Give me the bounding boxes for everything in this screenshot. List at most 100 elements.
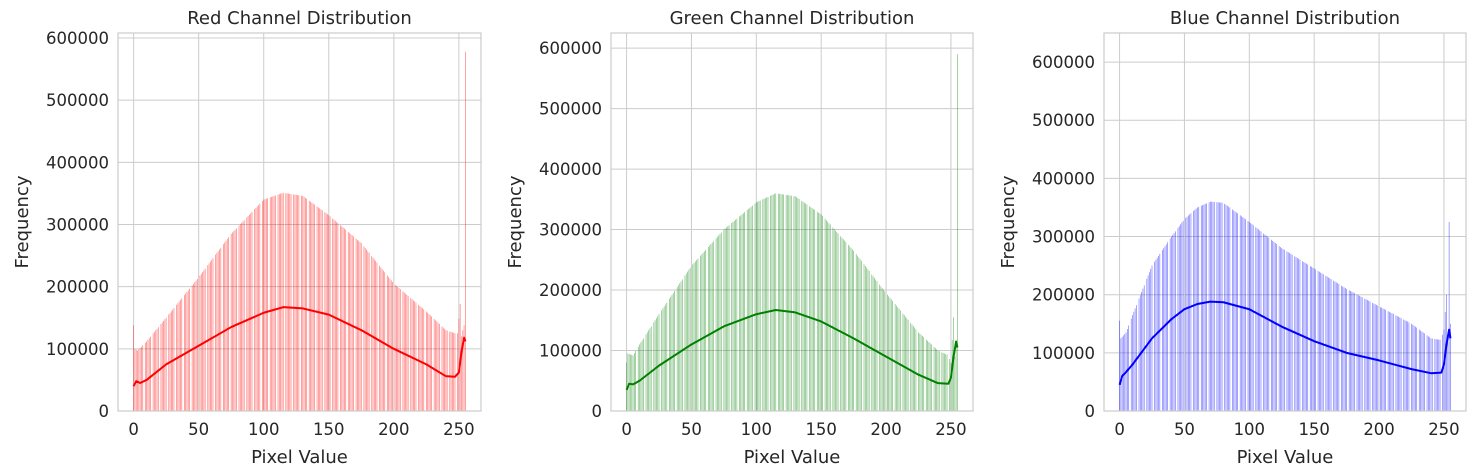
histogram-bar xyxy=(841,237,843,411)
histogram-bar xyxy=(195,280,197,411)
histogram-bar xyxy=(141,346,142,411)
histogram-bar xyxy=(855,254,857,411)
x-axis-label: Pixel Value xyxy=(1237,447,1334,468)
histogram-bar xyxy=(666,302,668,411)
histogram-bar xyxy=(828,223,830,411)
x-tick-label: 150 xyxy=(1298,420,1330,439)
histogram-bar xyxy=(650,326,652,411)
axes-frame xyxy=(1103,32,1467,412)
histogram-bar xyxy=(853,250,854,411)
y-tick-label: 300000 xyxy=(1032,228,1095,247)
histogram-bar xyxy=(256,206,258,411)
histogram-bar xyxy=(640,342,642,411)
y-tick-label: 600000 xyxy=(1032,53,1095,72)
histogram-bar xyxy=(634,353,635,411)
histogram-bar xyxy=(191,285,193,411)
histogram-bar xyxy=(844,240,845,411)
histogram-bar xyxy=(203,270,205,411)
histogram-bar xyxy=(1350,290,1351,411)
x-tick-label: 100 xyxy=(1234,420,1266,439)
histogram-bar xyxy=(710,244,712,411)
histogram-bar xyxy=(423,309,425,411)
histogram-bar xyxy=(262,200,263,411)
histogram-bar xyxy=(265,198,267,411)
histogram-bar xyxy=(138,349,140,411)
histogram-bar xyxy=(366,249,367,411)
y-tick-label: 400000 xyxy=(46,153,109,172)
histogram-bar xyxy=(771,195,773,411)
histogram-bar xyxy=(312,203,314,411)
histogram-bar xyxy=(226,239,228,411)
y-tick-label: 600000 xyxy=(539,39,602,58)
histogram-bar xyxy=(1217,202,1219,411)
histogram-bar xyxy=(376,262,378,411)
histogram-bar xyxy=(1169,238,1171,411)
blue-channel-panel: 0 50 100 150 200 250 0 100000 200000 300000 400000… xyxy=(998,8,1467,468)
histogram-bar xyxy=(1256,228,1258,411)
histogram-bar xyxy=(364,247,366,411)
histogram-bar xyxy=(275,195,276,411)
histogram-bar xyxy=(318,207,319,411)
histogram-bar xyxy=(293,194,295,411)
histogram-bar xyxy=(915,329,917,411)
histogram-bar xyxy=(441,326,443,411)
histogram-bar xyxy=(802,201,804,411)
histogram-bar xyxy=(1245,219,1246,411)
histogram-bar xyxy=(390,280,392,411)
histogram-bar xyxy=(1400,318,1402,411)
histogram-bar xyxy=(704,251,705,411)
histogram-bar xyxy=(288,193,289,411)
histogram-bar xyxy=(1435,339,1437,411)
histogram-bar xyxy=(779,193,781,411)
x-tick-label: 50 xyxy=(1174,420,1195,439)
histogram-bar xyxy=(1319,271,1320,411)
x-axis-label: Pixel Value xyxy=(251,447,348,468)
histogram-bar xyxy=(311,202,313,411)
histogram-bar xyxy=(454,333,456,411)
histogram-bar xyxy=(824,218,826,411)
histogram-bar xyxy=(905,316,906,411)
histogram-bar xyxy=(1203,204,1205,411)
histogram-bar xyxy=(1446,294,1447,411)
histogram-bar xyxy=(848,244,849,411)
histogram-bar xyxy=(319,208,321,411)
histogram-bar xyxy=(1338,283,1340,411)
histogram-bar xyxy=(325,213,327,411)
histogram-bar xyxy=(1343,287,1345,411)
histogram-bar xyxy=(1171,236,1172,411)
histogram-bar xyxy=(701,254,703,411)
histogram-bar xyxy=(840,236,842,411)
histogram-bar xyxy=(1348,290,1350,411)
histogram-bar xyxy=(723,229,725,411)
histogram-bar xyxy=(1189,214,1190,411)
histogram-bar xyxy=(1159,253,1161,411)
histogram-bar xyxy=(702,252,704,411)
histogram-bar xyxy=(219,249,220,411)
histogram-bar xyxy=(412,300,414,411)
histogram-bar xyxy=(1403,319,1405,411)
histogram-bar xyxy=(1234,211,1236,411)
histogram-bar xyxy=(399,289,401,411)
histogram-bar xyxy=(1248,222,1250,411)
histogram-bar xyxy=(1255,227,1257,411)
histogram-bar xyxy=(806,204,808,411)
histogram-bar xyxy=(735,219,736,411)
histogram-bar xyxy=(332,218,334,411)
histogram-bar xyxy=(682,279,683,411)
histogram-bar xyxy=(929,343,931,411)
histogram-bar xyxy=(742,213,744,411)
histogram-bar xyxy=(225,240,227,411)
histogram-bar xyxy=(713,241,714,411)
y-tick-label: 400000 xyxy=(1032,169,1095,188)
chart-title: Red Channel Distribution xyxy=(187,8,412,29)
y-axis-label: Frequency xyxy=(998,175,1019,268)
histogram-bar xyxy=(342,227,344,411)
histogram-bar xyxy=(718,235,720,411)
histogram-bar xyxy=(1387,311,1389,411)
histogram-bar xyxy=(720,232,722,411)
x-tick-label: 50 xyxy=(681,420,702,439)
histogram-bar xyxy=(1442,334,1443,411)
histogram-bar xyxy=(749,207,751,411)
histogram-bar xyxy=(936,349,938,411)
histogram-bar xyxy=(819,213,821,411)
